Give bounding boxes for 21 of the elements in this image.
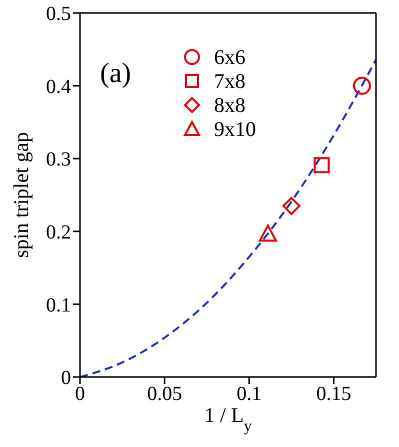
y-tick-label: 0.1 [46,294,71,316]
y-tick-label: 0.2 [46,222,71,244]
point [282,196,300,215]
y-axis-title: spin triplet gap [9,132,33,258]
legend-label: 9x10 [214,116,256,142]
point [314,157,330,174]
x-tick-label: 0.15 [316,383,352,406]
x-axis-title: 1 / L$_{y}$ [204,403,252,434]
legend-label: 6x6 [214,44,246,70]
x-tick-label: 0.05 [147,383,182,406]
point [352,76,371,95]
y-tick-label: 0.4 [46,76,71,98]
legend-label: 8x8 [214,92,246,118]
legend-label: 7x8 [214,68,246,94]
x-tick-label: 0 [75,383,85,406]
y-tick-label: 0.3 [46,148,71,171]
point [258,224,277,242]
y-tick-label: 0.5 [46,3,71,26]
x-tick-label: 0.1 [236,383,262,406]
annotation: (a) [100,58,132,90]
y-tick-label: 0 [61,367,71,390]
